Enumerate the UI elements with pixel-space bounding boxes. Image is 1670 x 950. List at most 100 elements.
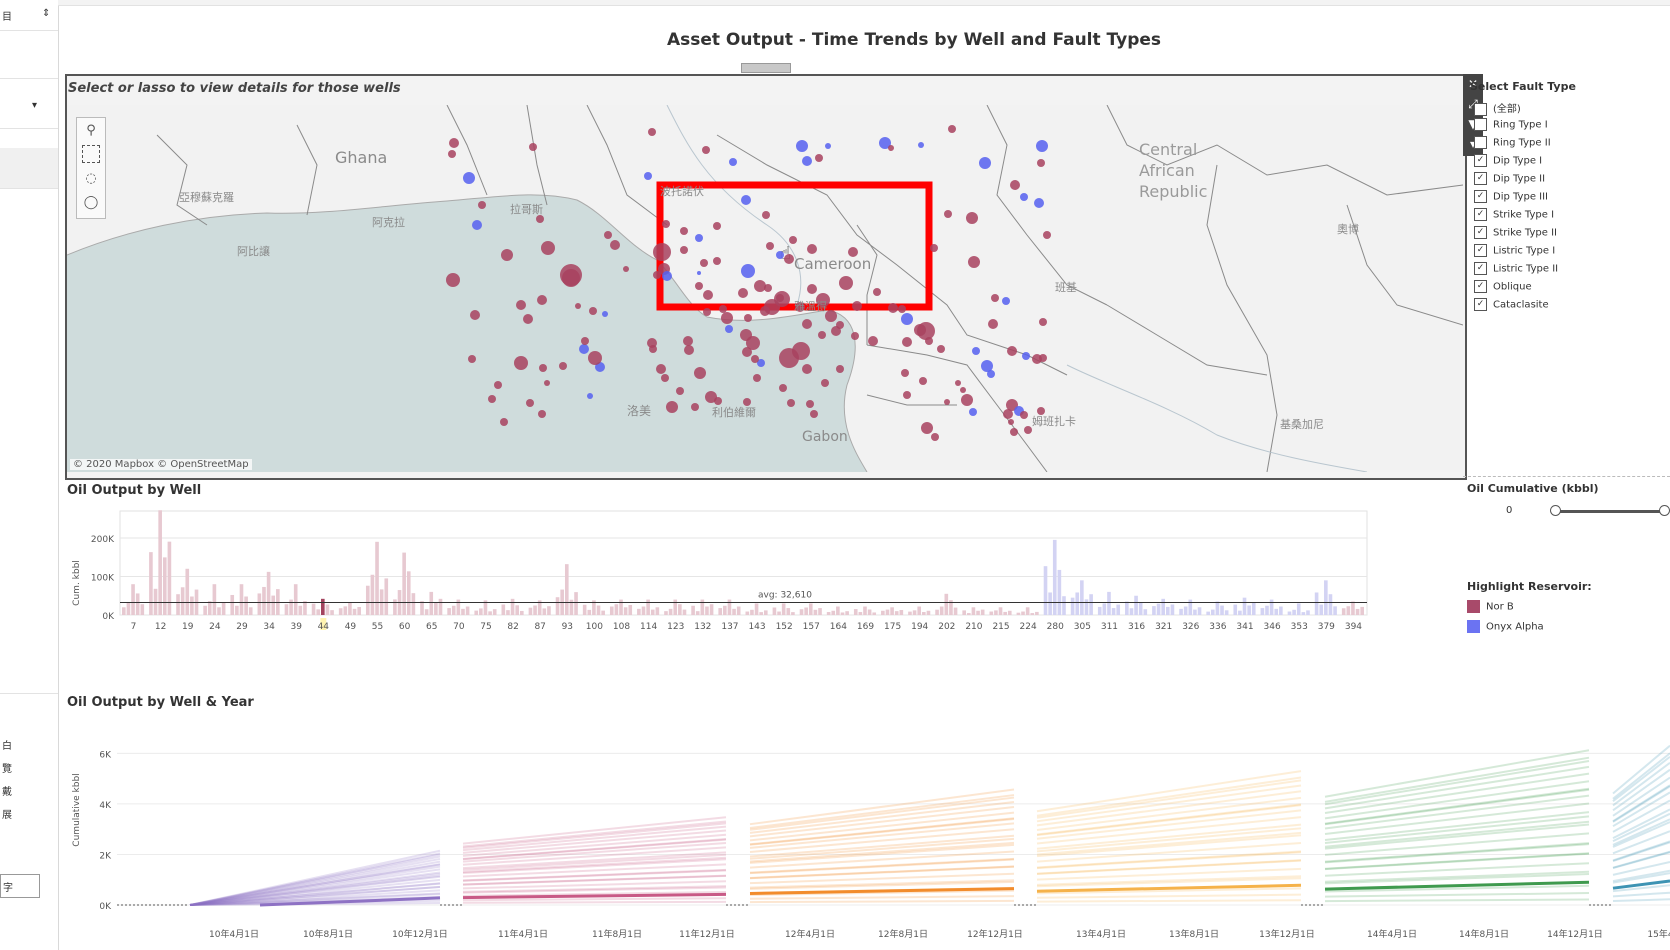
highlight-item-nor-b[interactable]: Nor B (1467, 600, 1514, 613)
radial-select-icon[interactable]: ◌ (85, 171, 97, 186)
well-marker (879, 137, 891, 149)
bar-mark (655, 607, 660, 615)
fault-option[interactable]: ✓ Strike Type II (1474, 226, 1557, 242)
well-line (462, 885, 727, 893)
well-line (1612, 884, 1670, 893)
checkbox-icon[interactable]: ✓ (1474, 208, 1487, 221)
color-swatch (1467, 600, 1480, 613)
bar-mark (682, 609, 687, 615)
left-pane-field[interactable]: 字 (0, 874, 40, 898)
well-line (462, 833, 727, 857)
well-marker (825, 143, 831, 149)
bar-mark (1048, 592, 1052, 615)
checkbox-icon[interactable] (1474, 136, 1487, 149)
well-marker (1008, 419, 1014, 425)
close-icon[interactable]: ✕ (1467, 77, 1479, 91)
well-marker (588, 351, 602, 365)
checkbox-icon[interactable]: ✓ (1474, 280, 1487, 293)
chevron-updown-icon: ⇕ (42, 8, 51, 19)
well-line (749, 865, 1015, 880)
well-marker (806, 400, 814, 408)
checkbox-icon[interactable]: ✓ (1474, 154, 1487, 167)
well-line (462, 820, 727, 848)
fault-option[interactable]: ✓ Cataclasite (1474, 298, 1549, 314)
map-attribution: © 2020 Mapbox © OpenStreetMap (70, 459, 252, 470)
fault-option[interactable]: ✓ Oblique (1474, 280, 1532, 296)
bar-mark (836, 606, 840, 615)
fault-option[interactable]: Ring Type I (1474, 118, 1548, 134)
bar-mark (1021, 611, 1025, 615)
bar-mark (935, 609, 939, 615)
range-slider-max-handle[interactable] (1659, 505, 1670, 516)
left-pane-select[interactable]: ▾ (0, 78, 58, 129)
bar-mark (451, 605, 456, 615)
oil-output-by-well-chart[interactable]: Cum. kbbl 7 12 19 24 29 34 39 44 49 55 60 65 70 75 82 8… (65, 503, 1465, 685)
checkbox-icon[interactable] (1474, 102, 1487, 116)
well-marker (705, 391, 717, 403)
bar-mark (262, 586, 266, 615)
bar-mark (917, 606, 922, 615)
checkbox-icon[interactable] (1474, 118, 1487, 131)
well-marker (919, 377, 927, 385)
well-markers[interactable] (446, 125, 1051, 441)
bar-mark (808, 603, 813, 615)
well-marker (981, 360, 993, 372)
drag-handle[interactable] (741, 63, 791, 73)
well-line (189, 875, 441, 906)
well-marker (898, 305, 906, 313)
rect-select-icon[interactable] (82, 145, 100, 163)
divider (1463, 476, 1670, 477)
more-icon[interactable]: ▾ (1469, 137, 1477, 151)
well-line (189, 868, 441, 906)
fault-option[interactable]: ✓ Dip Type II (1474, 172, 1545, 188)
checkbox-icon[interactable]: ✓ (1474, 190, 1487, 203)
bar-x-tick: 194 (911, 622, 928, 632)
checkbox-icon[interactable]: ✓ (1474, 226, 1487, 239)
bar-mark (1125, 601, 1129, 615)
filter-icon[interactable]: ▼ (1468, 117, 1478, 131)
range-slider-track[interactable] (1556, 510, 1666, 513)
checkbox-icon[interactable]: ✓ (1474, 172, 1487, 185)
fault-option[interactable]: ✓ Strike Type I (1474, 208, 1554, 224)
fault-option[interactable]: ✓ Listric Type I (1474, 244, 1555, 260)
checkbox-icon[interactable]: ✓ (1474, 244, 1487, 257)
well-marker (902, 337, 912, 347)
range-slider-min-handle[interactable] (1550, 505, 1561, 516)
checkbox-icon[interactable]: ✓ (1474, 262, 1487, 275)
bar-x-tick: 210 (965, 622, 982, 632)
pin-icon[interactable]: ⚲ (86, 123, 96, 138)
highlight-item-onyx-alpha[interactable]: Onyx Alpha (1467, 620, 1544, 633)
lasso-select-icon[interactable]: ◯ (83, 195, 99, 210)
open-external-icon[interactable]: ⤢ (1468, 97, 1478, 111)
bar-mark (528, 607, 533, 615)
checkbox-icon[interactable]: ✓ (1474, 298, 1487, 311)
well-line (1036, 875, 1302, 886)
bar-mark (1193, 609, 1197, 615)
map-label: African (1139, 161, 1195, 180)
well-line (1036, 851, 1302, 870)
well-line (749, 817, 1015, 846)
bar-mark (153, 588, 158, 615)
bar-mark (402, 552, 406, 615)
bar-mark (574, 592, 578, 615)
fault-option[interactable]: (全部) (1474, 100, 1521, 116)
fault-option[interactable]: ✓ Listric Type II (1474, 262, 1558, 278)
well-line (462, 838, 727, 860)
well-marker (802, 156, 812, 166)
bar-mark (1341, 608, 1346, 615)
bar-mark (343, 606, 348, 615)
fault-option[interactable]: Ring Type II (1474, 136, 1551, 152)
bar-mark (1025, 607, 1030, 615)
sea-area (67, 194, 867, 472)
bar-mark (1062, 596, 1066, 615)
bar-y-tick: 200K (91, 535, 115, 545)
bar-x-tick: 108 (613, 622, 630, 632)
left-pane-dropdown[interactable]: 目 ⇕ (0, 0, 58, 31)
bar-mark (149, 552, 153, 615)
well-marker (602, 311, 608, 317)
fault-option[interactable]: ✓ Dip Type I (1474, 154, 1542, 170)
well-marker (851, 332, 859, 340)
fault-option[interactable]: ✓ Dip Type III (1474, 190, 1548, 206)
oil-output-by-well-year-chart[interactable]: Cumulative kbbl 0K 2K 4K 6K 10年4月1日 10年8月1日 1… (65, 715, 1670, 950)
